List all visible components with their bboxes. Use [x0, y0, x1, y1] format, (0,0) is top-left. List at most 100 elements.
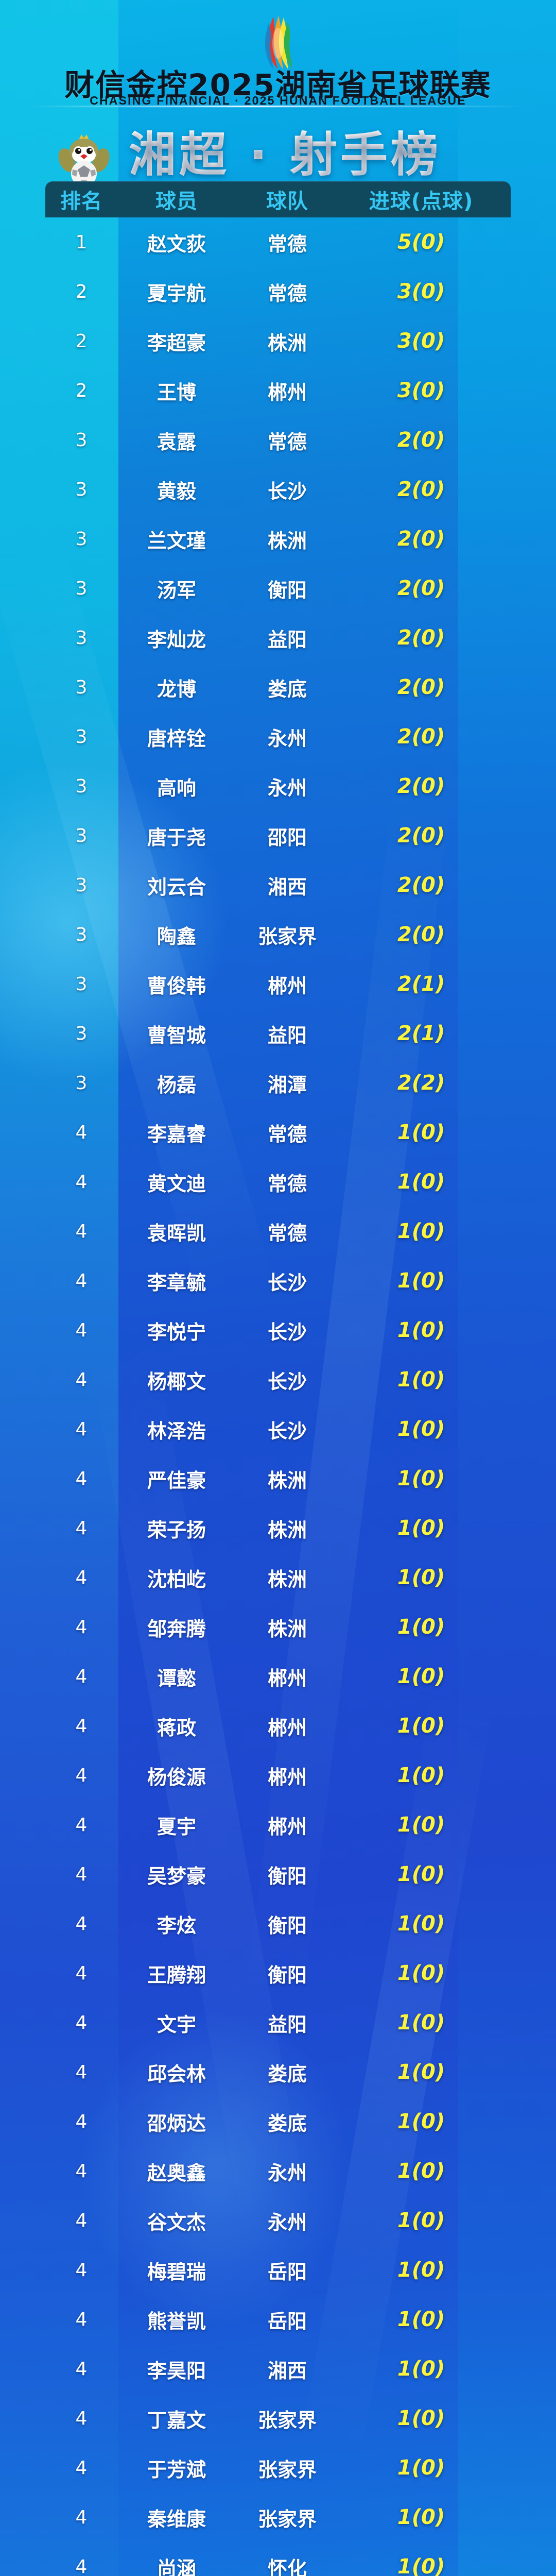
table-row: 3 唐于尧 邵阳 2(0) — [45, 811, 511, 860]
cell-rank: 4 — [75, 2358, 88, 2380]
cell-goals: 1(0) — [397, 2011, 445, 2035]
table-row: 4 熊誉凯 岳阳 1(0) — [45, 2295, 511, 2344]
cell-team: 长沙 — [267, 1370, 307, 1393]
table-row: 4 蒋政 郴州 1(0) — [45, 1701, 511, 1751]
cell-rank: 3 — [75, 726, 88, 748]
cell-player: 王博 — [157, 381, 196, 404]
cell-goals: 1(0) — [397, 1764, 445, 1787]
cell-player: 李超豪 — [147, 331, 206, 354]
column-header-goals: 进球(点球) — [369, 190, 474, 213]
table-row: 4 梅碧瑞 岳阳 1(0) — [45, 2245, 511, 2295]
cell-player: 杨俊源 — [147, 1766, 206, 1789]
cell-goals: 1(0) — [397, 2308, 445, 2331]
cell-goals: 2(0) — [397, 478, 445, 501]
table-row: 4 谷文杰 永州 1(0) — [45, 2196, 511, 2245]
cell-goals: 3(0) — [397, 379, 445, 402]
cell-team: 株洲 — [267, 1568, 307, 1591]
league-banner: 财信金控2025湖南省足球联赛 CHASING FINANCIAL · 2025… — [0, 0, 556, 107]
table-row: 3 杨磊 湘潭 2(2) — [45, 1058, 511, 1108]
table-row: 4 黄文迪 常德 1(0) — [45, 1157, 511, 1207]
cell-goals: 2(0) — [397, 527, 445, 551]
page-title-wrap: 湘超 · 射手榜 — [0, 113, 556, 182]
cell-rank: 4 — [75, 1221, 88, 1242]
cell-team: 衡阳 — [267, 1865, 307, 1888]
cell-team: 株洲 — [267, 529, 307, 552]
cell-rank: 4 — [75, 1171, 88, 1193]
cell-player: 龙博 — [157, 677, 196, 701]
cell-team: 益阳 — [267, 628, 307, 651]
table-row: 3 唐梓铨 永州 2(0) — [45, 712, 511, 761]
cell-goals: 1(0) — [397, 1121, 445, 1144]
cell-player: 邹奔腾 — [147, 1617, 206, 1640]
cell-goals: 1(0) — [397, 2555, 445, 2576]
cell-rank: 4 — [75, 2309, 88, 2330]
cell-player: 谷文杰 — [147, 2211, 206, 2234]
cell-player: 文宇 — [157, 2013, 196, 2036]
cell-rank: 4 — [75, 1270, 88, 1292]
background-right-band — [458, 0, 556, 2576]
table-row: 4 严佳豪 株洲 1(0) — [45, 1454, 511, 1503]
cell-team: 株洲 — [267, 1617, 307, 1640]
cell-team: 衡阳 — [267, 1914, 307, 1937]
cell-rank: 3 — [75, 676, 88, 698]
table-row: 4 李炫 衡阳 1(0) — [45, 1899, 511, 1948]
cell-team: 娄底 — [267, 677, 307, 701]
cell-goals: 1(0) — [397, 2456, 445, 2480]
cell-team: 常德 — [267, 232, 307, 256]
cell-goals: 1(0) — [397, 2110, 445, 2133]
column-header-player: 球员 — [155, 190, 198, 213]
cell-player: 兰文瑾 — [147, 529, 206, 552]
cell-player: 赵文荻 — [147, 232, 206, 256]
cell-team: 株洲 — [267, 331, 307, 354]
cell-goals: 1(0) — [397, 1170, 445, 1194]
cell-player: 邱会林 — [147, 2062, 206, 2086]
cell-player: 曹俊韩 — [147, 974, 206, 997]
cell-team: 衡阳 — [267, 579, 307, 602]
cell-goals: 1(0) — [397, 2406, 445, 2430]
cell-team: 永州 — [267, 776, 307, 800]
cell-goals: 1(0) — [397, 2060, 445, 2084]
cell-player: 高响 — [157, 776, 196, 800]
cell-team: 怀化 — [267, 2557, 307, 2576]
cell-rank: 4 — [75, 2457, 88, 2479]
cell-player: 沈柏屹 — [147, 1568, 206, 1591]
cell-rank: 3 — [75, 429, 88, 451]
table-row: 4 李章毓 长沙 1(0) — [45, 1256, 511, 1306]
cell-goals: 1(0) — [397, 1467, 445, 1490]
table-row: 4 邱会林 娄底 1(0) — [45, 2047, 511, 2097]
cell-rank: 3 — [75, 479, 88, 500]
table-row: 3 汤军 衡阳 2(0) — [45, 564, 511, 613]
cell-team: 常德 — [267, 282, 307, 305]
cell-team: 常德 — [267, 1172, 307, 1195]
table-row: 4 王腾翔 衡阳 1(0) — [45, 1948, 511, 1998]
cell-rank: 4 — [75, 2556, 88, 2576]
page-title: 湘超 · 射手榜 — [129, 116, 441, 185]
cell-player: 汤军 — [157, 579, 196, 602]
cell-team: 郴州 — [267, 1766, 307, 1789]
table-row: 4 谭懿 郴州 1(0) — [45, 1652, 511, 1701]
cell-player: 李嘉睿 — [147, 1123, 206, 1146]
cell-player: 熊誉凯 — [147, 2310, 206, 2333]
background-left-band — [0, 0, 118, 2576]
cell-player: 王腾翔 — [147, 1963, 206, 1987]
cell-rank: 4 — [75, 1567, 88, 1588]
cell-player: 赵奥鑫 — [147, 2161, 206, 2184]
cell-team: 郴州 — [267, 1667, 307, 1690]
cell-goals: 1(0) — [397, 1665, 445, 1688]
cell-goals: 2(0) — [397, 923, 445, 946]
table-row: 4 李嘉睿 常德 1(0) — [45, 1108, 511, 1157]
cell-goals: 2(0) — [397, 626, 445, 650]
cell-player: 杨椰文 — [147, 1370, 206, 1393]
cell-team: 湘西 — [267, 2359, 307, 2382]
cell-team: 郴州 — [267, 974, 307, 997]
cell-team: 岳阳 — [267, 2260, 307, 2283]
cell-rank: 4 — [75, 2408, 88, 2429]
cell-rank: 3 — [75, 924, 88, 945]
column-header-rank: 排名 — [60, 190, 102, 213]
cell-goals: 1(0) — [397, 1417, 445, 1441]
cell-player: 丁嘉文 — [147, 2409, 206, 2432]
cell-team: 长沙 — [267, 480, 307, 503]
cell-goals: 2(0) — [397, 873, 445, 897]
cell-goals: 2(2) — [397, 1071, 445, 1095]
